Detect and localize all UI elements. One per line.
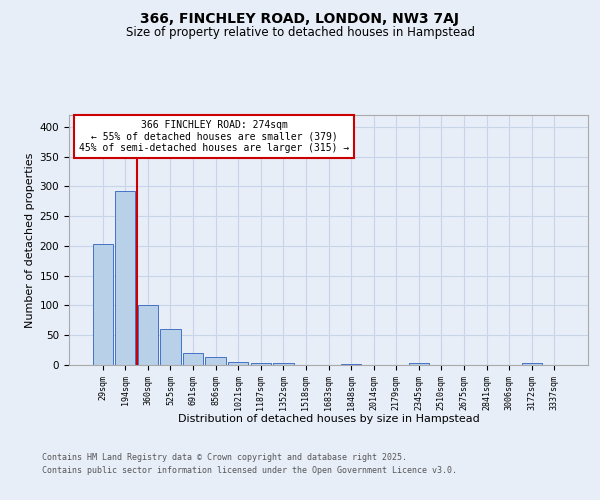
Bar: [138, 306, 158, 365]
Text: Size of property relative to detached houses in Hampstead: Size of property relative to detached ho…: [125, 26, 475, 39]
Bar: [409, 363, 429, 365]
Bar: [273, 363, 293, 365]
Text: 366, FINCHLEY ROAD, LONDON, NW3 7AJ: 366, FINCHLEY ROAD, LONDON, NW3 7AJ: [140, 12, 460, 26]
Bar: [228, 362, 248, 365]
Y-axis label: Number of detached properties: Number of detached properties: [25, 152, 35, 328]
Bar: [205, 356, 226, 365]
Text: Contains public sector information licensed under the Open Government Licence v3: Contains public sector information licen…: [42, 466, 457, 475]
Text: Contains HM Land Registry data © Crown copyright and database right 2025.: Contains HM Land Registry data © Crown c…: [42, 452, 407, 462]
Bar: [521, 363, 542, 365]
Bar: [92, 244, 113, 365]
Bar: [183, 352, 203, 365]
Bar: [115, 190, 136, 365]
Bar: [160, 328, 181, 365]
Text: 366 FINCHLEY ROAD: 274sqm
← 55% of detached houses are smaller (379)
45% of semi: 366 FINCHLEY ROAD: 274sqm ← 55% of detac…: [79, 120, 349, 153]
Bar: [341, 364, 361, 365]
X-axis label: Distribution of detached houses by size in Hampstead: Distribution of detached houses by size …: [178, 414, 479, 424]
Bar: [251, 362, 271, 365]
